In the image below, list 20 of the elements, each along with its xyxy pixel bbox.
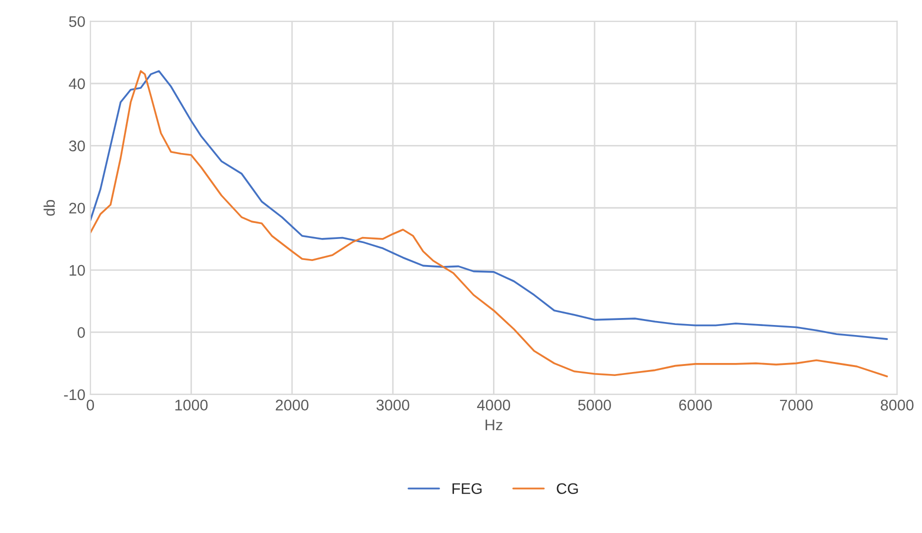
y-axis-title: db bbox=[44, 200, 55, 216]
x-tick-label: 6000 bbox=[679, 400, 712, 411]
y-tick-label: 20 bbox=[69, 202, 85, 214]
x-tick-label: 8000 bbox=[880, 400, 914, 411]
legend-label: FEG bbox=[452, 483, 482, 494]
x-tick-label: 7000 bbox=[780, 400, 813, 411]
x-tick-label: 0 bbox=[86, 400, 94, 411]
y-tick-label: 30 bbox=[69, 140, 85, 152]
x-tick-label: 3000 bbox=[376, 400, 410, 411]
y-tick-label: -10 bbox=[64, 389, 85, 400]
y-tick-label: 0 bbox=[78, 327, 85, 338]
x-axis-title: Hz bbox=[486, 420, 502, 430]
x-tick-label: 5000 bbox=[578, 400, 611, 411]
x-tick-label: 4000 bbox=[477, 400, 510, 411]
x-tick-label: 2000 bbox=[276, 400, 308, 411]
y-tick-label: 50 bbox=[69, 16, 85, 28]
legend-label: CG bbox=[556, 483, 578, 494]
y-tick-label: 10 bbox=[70, 264, 85, 276]
y-tick-label: 40 bbox=[68, 78, 85, 90]
x-tick-label: 1000 bbox=[175, 400, 208, 411]
